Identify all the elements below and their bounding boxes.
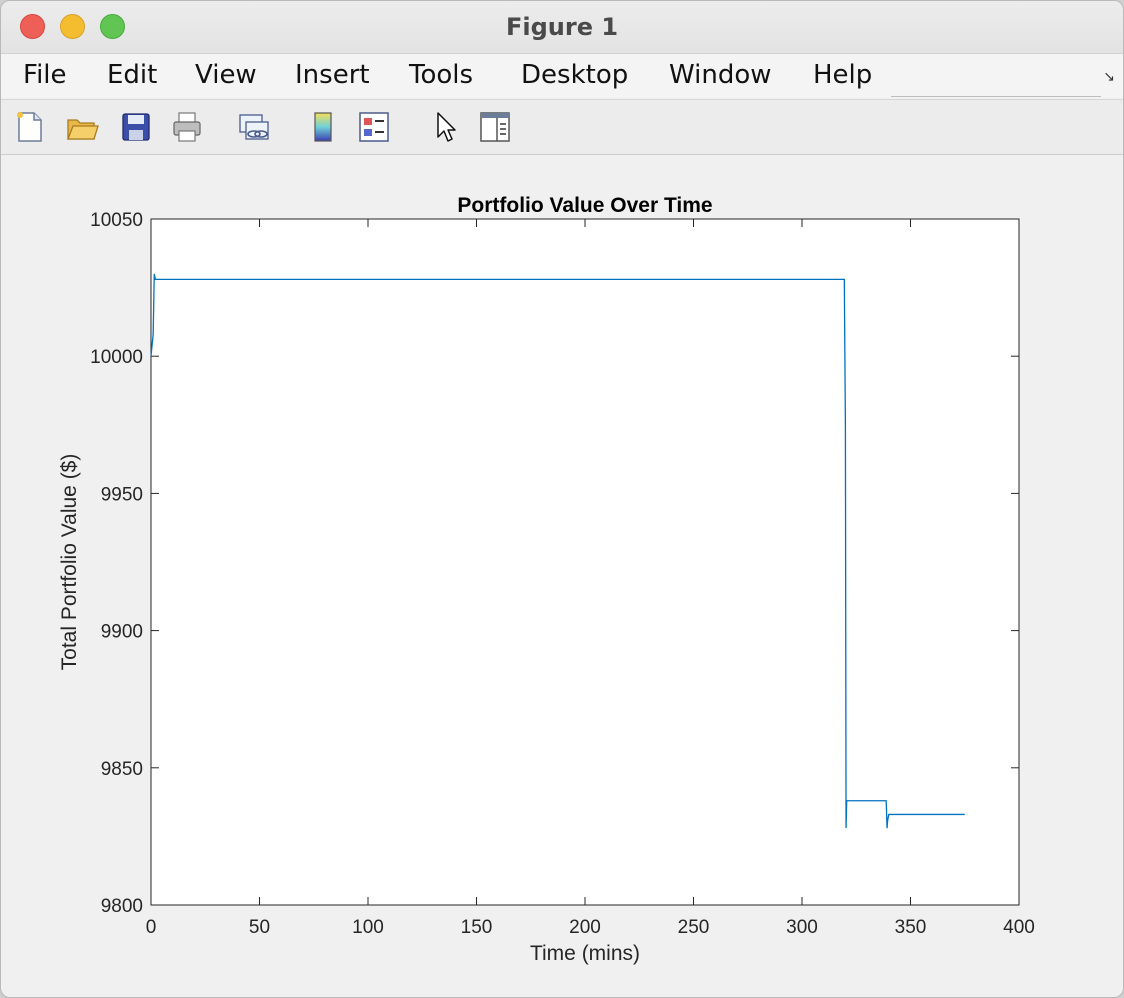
x-tick-label: 400 [1003,917,1035,938]
close-window-button[interactable] [20,14,45,39]
new-file-icon [17,112,42,142]
y-tick-label: 9900 [101,622,143,643]
save-figure-button[interactable] [119,110,153,144]
edit-plot-button[interactable] [429,110,463,144]
menu-view[interactable]: View [195,60,257,90]
link-plot-button[interactable] [237,110,271,144]
x-tick-label: 150 [461,917,493,938]
panel-icon [480,112,510,142]
open-file-button[interactable] [65,110,99,144]
x-tick-label: 350 [895,917,927,938]
x-tick-label: 200 [569,917,601,938]
link-icon [239,114,269,140]
y-axis-label: Total Portfolio Value ($) [58,454,81,671]
menu-divider [891,96,1101,97]
insert-colorbar-button[interactable] [306,110,340,144]
folder-icon [67,119,99,140]
x-axis-label: Time (mins) [530,942,640,965]
menu-desktop[interactable]: Desktop [521,60,629,90]
pointer-arrow-icon [437,112,456,142]
y-tick-label: 10000 [90,347,143,368]
x-tick-label: 100 [352,917,384,938]
print-figure-button[interactable] [170,110,204,144]
property-inspector-button[interactable] [478,110,512,144]
title-bar: Figure 1 [1,1,1123,54]
y-tick-label: 9950 [101,484,143,505]
menu-edit[interactable]: Edit [107,60,158,90]
floppy-disk-icon [122,113,150,141]
insert-legend-button[interactable] [357,110,391,144]
x-tick-label: 0 [146,917,157,938]
axis-ticks: 0 50 100 150 200 250 300 350 400 9800 9850 9900 9950… [90,210,1035,938]
legend-icon [359,112,389,142]
chart-title: Portfolio Value Over Time [457,194,712,217]
axes-area[interactable] [150,218,1020,906]
figure-toolbar [1,99,1123,155]
new-figure-button[interactable] [13,110,47,144]
y-tick-label: 9800 [101,896,143,917]
y-tick-label: 10050 [90,210,143,231]
y-tick-label: 9850 [101,759,143,780]
menu-tools[interactable]: Tools [409,60,474,90]
x-tick-label: 50 [249,917,270,938]
window-title: Figure 1 [505,13,619,41]
figure-canvas: 0 50 100 150 200 250 300 350 400 9800 9850 9900 9950… [5,155,1119,993]
plot-svg: 0 50 100 150 200 250 300 350 400 9800 9850 9900 9950… [58,194,1035,965]
menu-file[interactable]: File [23,60,67,90]
x-tick-label: 250 [678,917,710,938]
menu-insert[interactable]: Insert [295,60,370,90]
maximize-window-button[interactable] [100,14,125,39]
menu-help[interactable]: Help [813,60,873,90]
x-tick-label: 300 [786,917,818,938]
minimize-window-button[interactable] [60,14,85,39]
series-line [150,273,965,829]
menu-window[interactable]: Window [669,60,772,90]
printer-icon [173,112,201,142]
dock-figure-icon[interactable]: ↘ [1103,68,1115,84]
colorbar-icon [314,112,332,142]
menu-bar: File Edit View Insert Tools Desktop Wind… [1,54,1123,98]
